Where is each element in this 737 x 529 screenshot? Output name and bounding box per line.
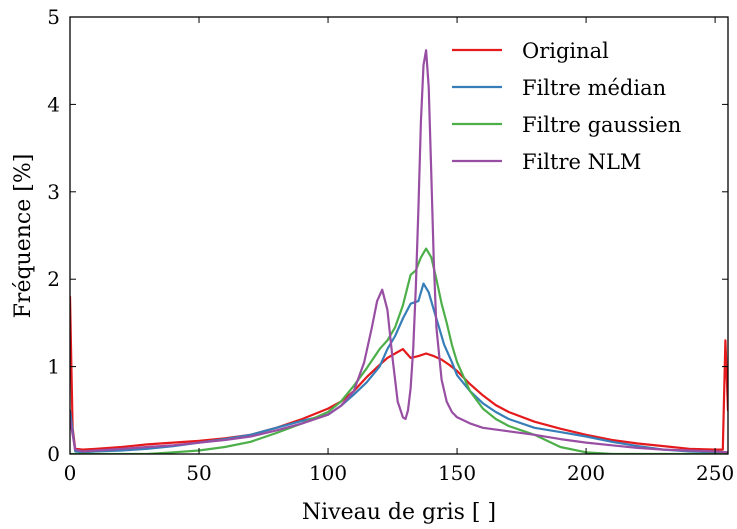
tick-layer: 0 50 100 150 200 250 0 1 2 3 4 5 xyxy=(47,5,734,485)
x-tick-label: 100 xyxy=(309,461,347,485)
x-axis-label: Niveau de gris [ ] xyxy=(302,500,496,525)
series-line-3 xyxy=(70,49,728,454)
legend: Original Filtre médian Filtre gaussien Filt… xyxy=(452,39,681,174)
x-tick-label: 50 xyxy=(186,461,211,485)
series-layer xyxy=(70,49,728,454)
legend-label-3: Filtre NLM xyxy=(522,150,641,174)
x-tick-label: 200 xyxy=(567,461,605,485)
y-tick-label: 2 xyxy=(47,267,60,291)
y-tick-label: 3 xyxy=(47,180,60,204)
legend-label-1: Filtre médian xyxy=(522,76,666,100)
y-tick-label: 5 xyxy=(47,5,60,29)
legend-label-2: Filtre gaussien xyxy=(522,113,681,137)
x-tick-label: 0 xyxy=(64,461,77,485)
x-tick-label: 250 xyxy=(696,461,734,485)
y-tick-label: 4 xyxy=(47,92,60,116)
legend-label-0: Original xyxy=(522,39,609,63)
series-line-0 xyxy=(70,295,728,451)
plot-area-frame xyxy=(69,16,729,455)
series-line-1 xyxy=(70,282,728,454)
series-line-2 xyxy=(70,247,728,454)
y-tick-label: 0 xyxy=(47,442,60,466)
x-tick-label: 150 xyxy=(438,461,476,485)
y-tick-label: 1 xyxy=(47,355,60,379)
y-axis-label: Fréquence [%] xyxy=(11,154,36,319)
